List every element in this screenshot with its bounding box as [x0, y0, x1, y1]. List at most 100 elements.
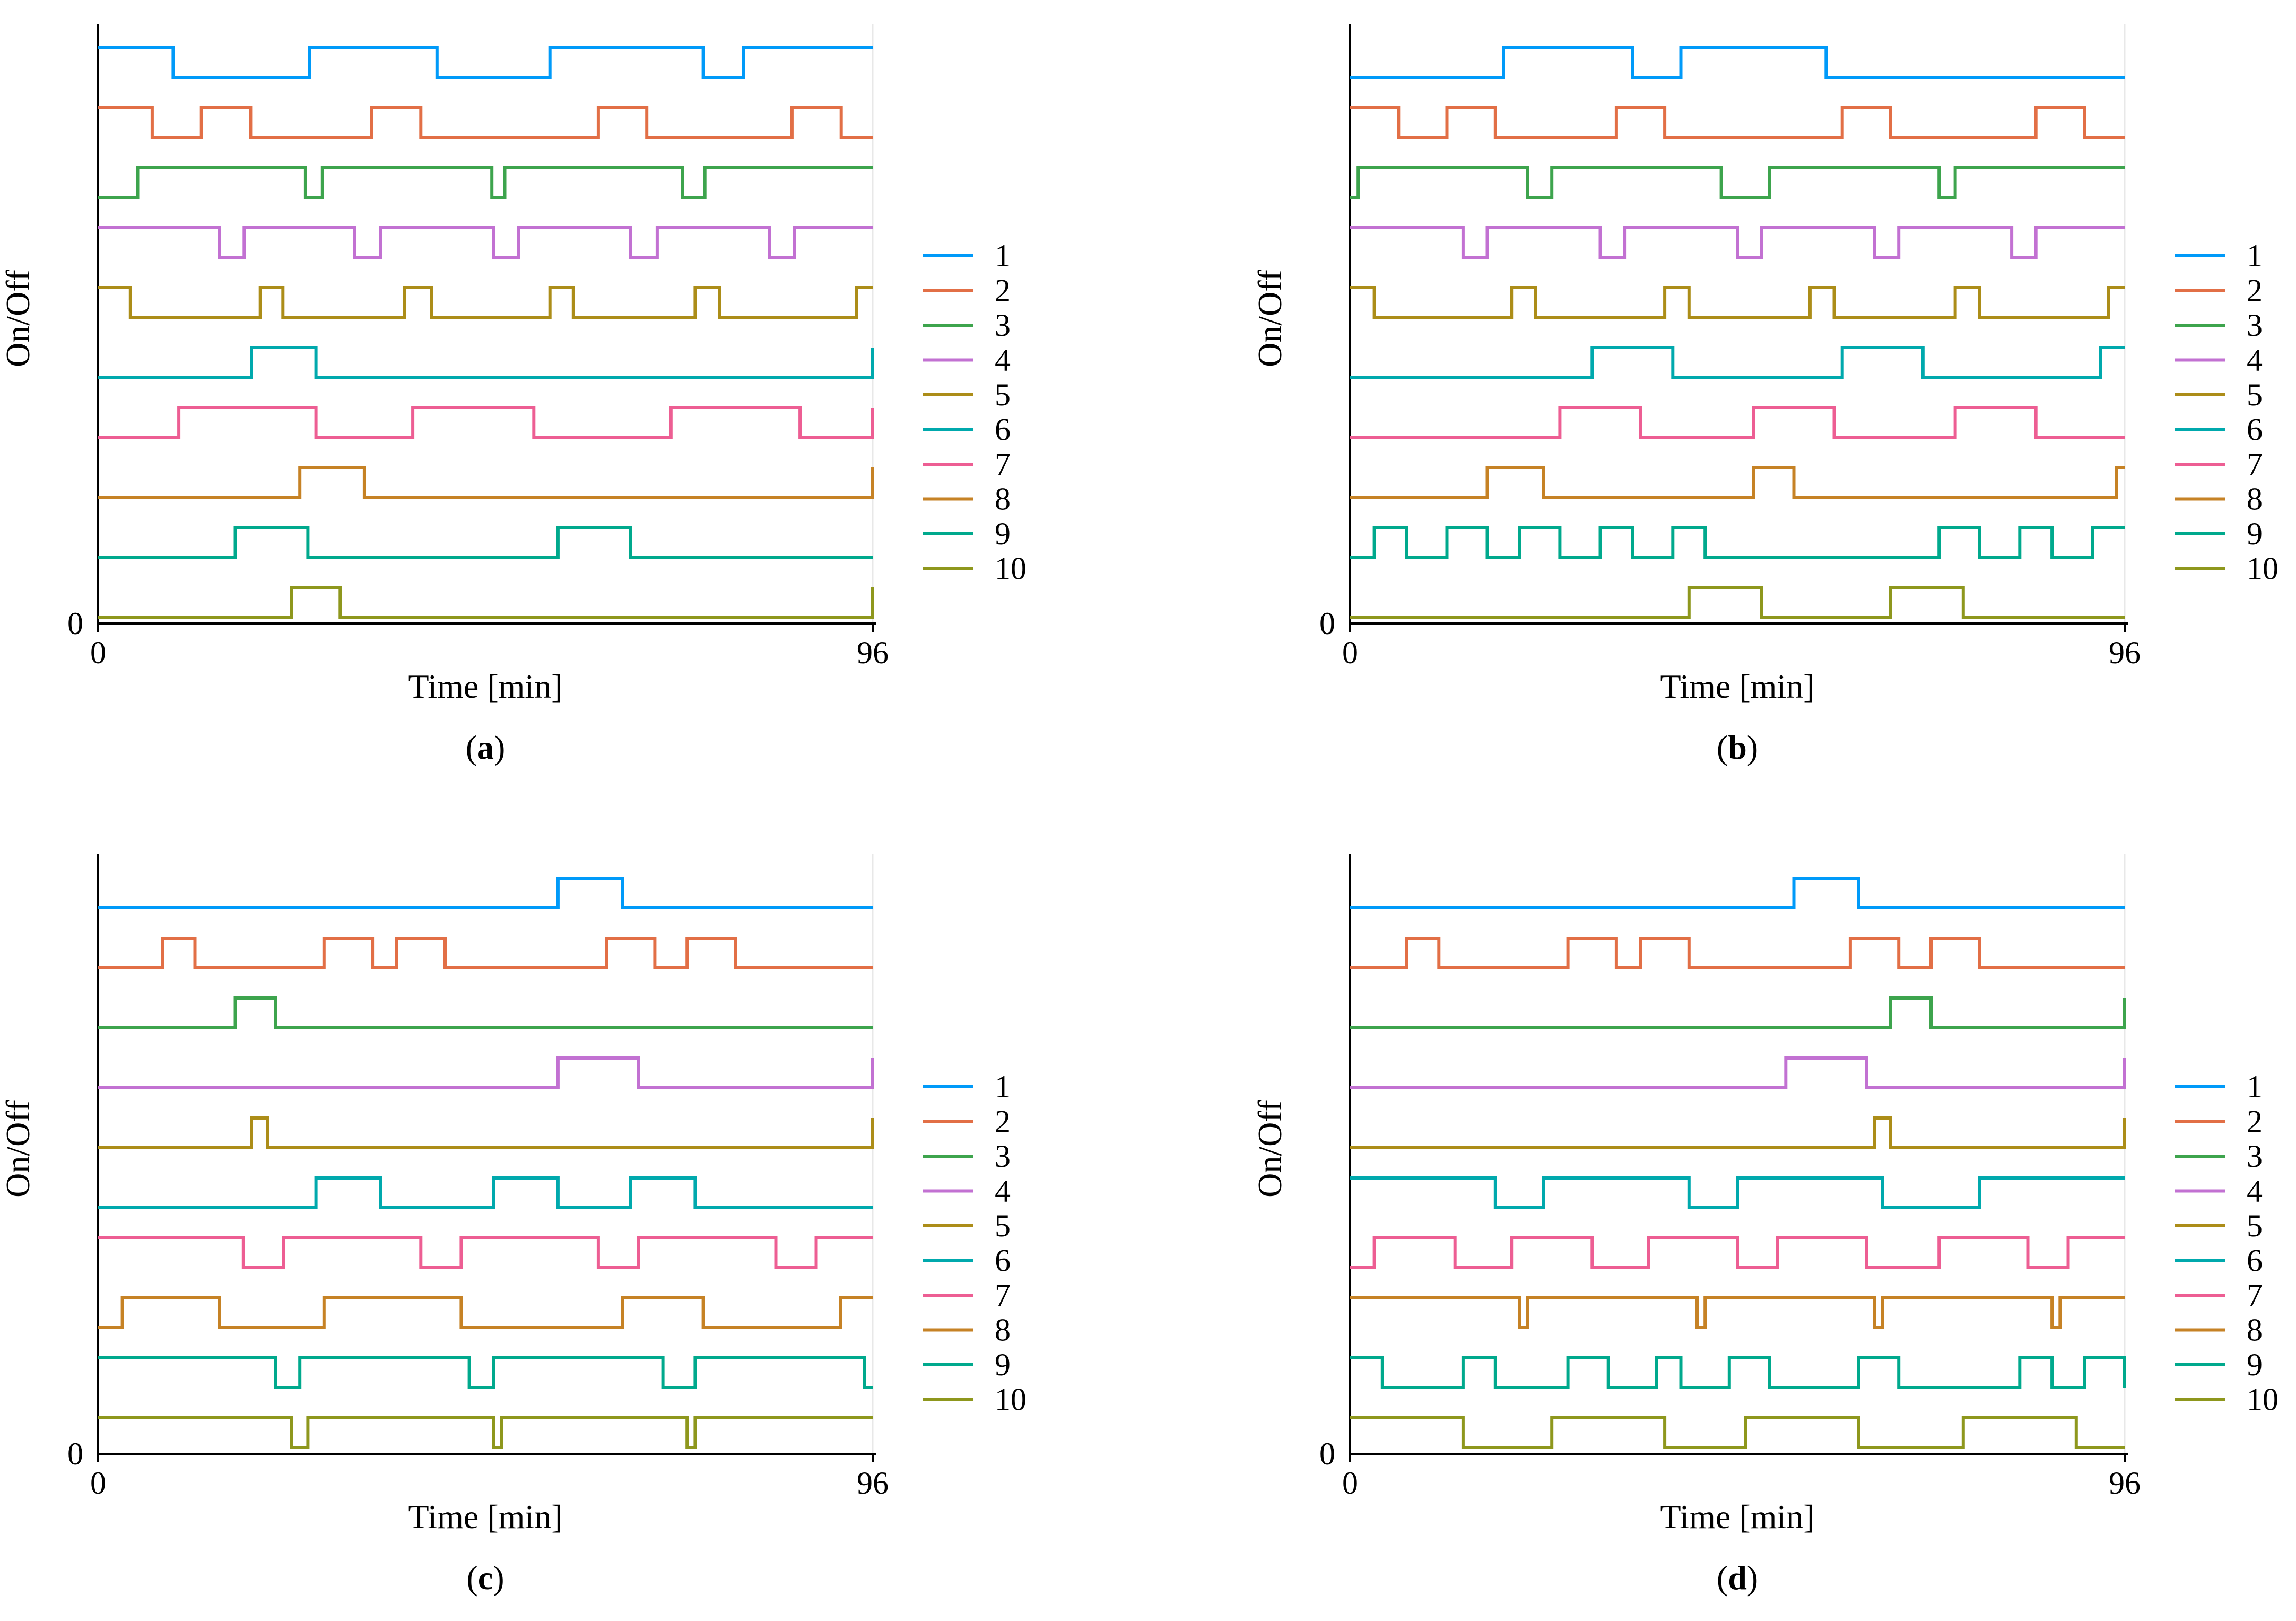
y-tick-label: 0 — [1319, 1436, 1335, 1471]
legend-label-4: 4 — [2247, 343, 2263, 378]
legend-label-9: 9 — [2247, 516, 2263, 551]
legend-label-9: 9 — [995, 1347, 1011, 1382]
legend-label-5: 5 — [2247, 1208, 2263, 1243]
series-line-3 — [98, 166, 873, 199]
series-line-6 — [1350, 346, 2125, 379]
legend-label-4: 4 — [2247, 1174, 2263, 1209]
legend-label-3: 3 — [2247, 1139, 2263, 1174]
series-line-10 — [1350, 1416, 2125, 1449]
caption-letter: c — [478, 1559, 493, 1597]
series-line-9 — [1350, 526, 2125, 559]
series-line-10 — [1350, 586, 2125, 619]
series-line-1 — [98, 46, 873, 79]
series-line-8 — [98, 1296, 873, 1329]
series-line-10 — [98, 1416, 873, 1449]
legend-label-4: 4 — [995, 1174, 1011, 1209]
caption-letter: d — [1728, 1559, 1747, 1597]
legend-label-10: 10 — [2247, 1382, 2278, 1417]
x-axis-label: Time [min] — [408, 668, 563, 705]
series-line-9 — [1350, 1356, 2126, 1389]
legend-label-7: 7 — [2247, 447, 2263, 482]
series-line-5 — [1350, 1116, 2126, 1149]
legend-label-4: 4 — [995, 343, 1011, 378]
series-line-2 — [98, 106, 873, 139]
y-tick-label: 0 — [67, 1436, 83, 1471]
caption-letter: b — [1728, 729, 1747, 766]
x-tick-label: 96 — [857, 635, 889, 670]
legend-label-6: 6 — [2247, 1243, 2263, 1278]
series-line-3 — [98, 996, 873, 1029]
panel-caption: (d) — [1717, 1559, 1758, 1597]
x-tick-label: 96 — [857, 1466, 889, 1501]
series-line-4 — [1350, 226, 2125, 259]
legend-label-7: 7 — [995, 447, 1011, 482]
legend-label-8: 8 — [2247, 482, 2263, 517]
series-line-1 — [98, 877, 873, 909]
legend-label-1: 1 — [2247, 1069, 2263, 1104]
legend-label-9: 9 — [2247, 1347, 2263, 1382]
series-line-2 — [98, 937, 873, 969]
y-axis-label: On/Off — [1251, 1099, 1289, 1197]
caption-open: ( — [1717, 729, 1728, 766]
legend-label-3: 3 — [995, 308, 1011, 343]
panel-caption: (b) — [1717, 729, 1758, 766]
legend-label-6: 6 — [995, 1243, 1011, 1278]
legend-label-1: 1 — [995, 1069, 1011, 1104]
legend-label-2: 2 — [2247, 1104, 2263, 1139]
y-tick-label: 0 — [67, 606, 83, 641]
legend-label-8: 8 — [2247, 1313, 2263, 1348]
caption-open: ( — [1717, 1559, 1728, 1597]
legend-label-7: 7 — [995, 1278, 1011, 1313]
legend-label-2: 2 — [995, 1104, 1011, 1139]
legend-label-3: 3 — [2247, 308, 2263, 343]
x-tick-label: 96 — [2109, 1466, 2141, 1501]
series-line-9 — [98, 1356, 873, 1389]
x-tick-label: 0 — [90, 1466, 106, 1501]
caption-close: ) — [1747, 1559, 1758, 1597]
caption-open: ( — [466, 729, 477, 766]
x-axis-label: Time [min] — [408, 1498, 563, 1536]
series-line-4 — [1350, 1056, 2126, 1089]
series-line-6 — [98, 346, 874, 379]
series-line-2 — [1350, 937, 2125, 969]
caption-close: ) — [1747, 729, 1758, 766]
x-axis-label: Time [min] — [1660, 1498, 1815, 1536]
series-line-6 — [1350, 1176, 2125, 1209]
caption-close: ) — [493, 1559, 504, 1597]
legend-label-10: 10 — [2247, 551, 2278, 586]
series-line-10 — [98, 586, 874, 619]
series-line-7 — [1350, 1236, 2125, 1269]
series-line-8 — [1350, 1296, 2125, 1329]
y-tick-label: 0 — [1319, 606, 1335, 641]
legend-label-6: 6 — [2247, 412, 2263, 447]
series-line-5 — [98, 1116, 874, 1149]
series-line-4 — [98, 1056, 874, 1089]
legend-label-8: 8 — [995, 1313, 1011, 1348]
legend-label-7: 7 — [2247, 1278, 2263, 1313]
series-line-7 — [1350, 406, 2125, 439]
panel-caption: (a) — [466, 729, 506, 766]
legend-label-1: 1 — [2247, 238, 2263, 273]
x-tick-label: 96 — [2109, 635, 2141, 670]
legend-label-10: 10 — [995, 1382, 1027, 1417]
series-line-7 — [98, 406, 874, 439]
series-line-6 — [98, 1176, 873, 1209]
legend-label-6: 6 — [995, 412, 1011, 447]
legend-label-3: 3 — [995, 1139, 1011, 1174]
legend-label-5: 5 — [2247, 377, 2263, 412]
legend-label-8: 8 — [995, 482, 1011, 517]
x-tick-label: 0 — [1342, 1466, 1358, 1501]
caption-close: ) — [494, 729, 505, 766]
series-line-3 — [1350, 166, 2125, 199]
legend-label-5: 5 — [995, 1208, 1011, 1243]
legend-label-2: 2 — [995, 273, 1011, 308]
y-axis-label: On/Off — [0, 269, 37, 367]
